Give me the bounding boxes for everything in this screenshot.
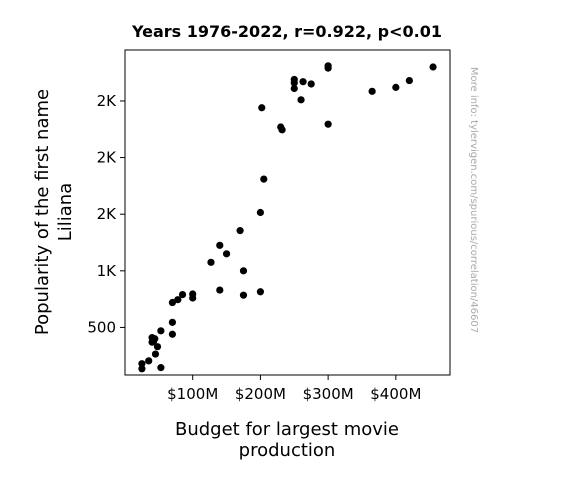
data-point <box>236 227 244 235</box>
data-point <box>258 104 266 112</box>
data-point <box>138 360 146 368</box>
data-point <box>157 327 165 335</box>
data-point <box>153 343 162 351</box>
x-axis-label: Budget for largest movie <box>175 419 399 440</box>
y-axis-ticks: 500 1K 2K 2K 2K <box>87 92 125 336</box>
data-point <box>168 298 176 307</box>
data-point <box>299 78 307 86</box>
data-point <box>178 290 187 299</box>
data-point <box>256 288 265 296</box>
data-point <box>239 291 248 299</box>
x-axis-ticks: $100M $200M $300M $400M <box>167 375 421 403</box>
data-point <box>290 84 298 93</box>
y-tick-label: 2K <box>97 149 118 167</box>
data-point <box>168 318 176 326</box>
data-point <box>222 250 231 258</box>
data-point <box>151 350 160 358</box>
x-axis-label-line-2: production <box>239 440 336 461</box>
data-point <box>207 258 215 266</box>
x-tick-label: $100M <box>167 385 218 403</box>
data-point <box>260 175 268 183</box>
data-point <box>189 290 197 298</box>
y-axis-label: Popularity of the first name <box>32 89 53 335</box>
data-point <box>278 126 286 134</box>
plot-area <box>124 49 451 376</box>
y-axis-label-line-2: Liliana <box>55 183 76 242</box>
data-point <box>256 208 265 217</box>
data-point <box>145 357 153 365</box>
x-tick-label: $300M <box>303 385 354 403</box>
data-point <box>405 76 413 85</box>
data-point <box>157 364 165 372</box>
data-point <box>297 96 305 104</box>
y-tick-label: 2K <box>97 205 118 223</box>
x-tick-label: $200M <box>235 385 286 403</box>
data-point <box>392 83 400 91</box>
data-point <box>138 365 146 373</box>
x-tick-label: $400M <box>370 385 421 403</box>
data-point <box>174 296 182 304</box>
data-point <box>429 63 437 71</box>
watermark-text: More info: tylervigen.com/spurious/corre… <box>468 67 479 333</box>
data-point <box>168 330 176 338</box>
data-point <box>307 80 315 88</box>
data-point <box>324 120 332 128</box>
data-points <box>138 62 437 373</box>
data-point <box>216 286 224 294</box>
data-point <box>239 267 248 275</box>
data-point <box>368 87 376 95</box>
chart-title: Years 1976-2022, r=0.922, p<0.01 <box>131 22 442 41</box>
data-point <box>216 241 224 249</box>
y-tick-label: 1K <box>97 262 118 280</box>
y-tick-label: 2K <box>97 92 118 110</box>
data-point <box>324 62 332 70</box>
y-tick-label: 500 <box>87 318 116 336</box>
data-point <box>290 75 298 84</box>
data-point <box>151 335 159 343</box>
